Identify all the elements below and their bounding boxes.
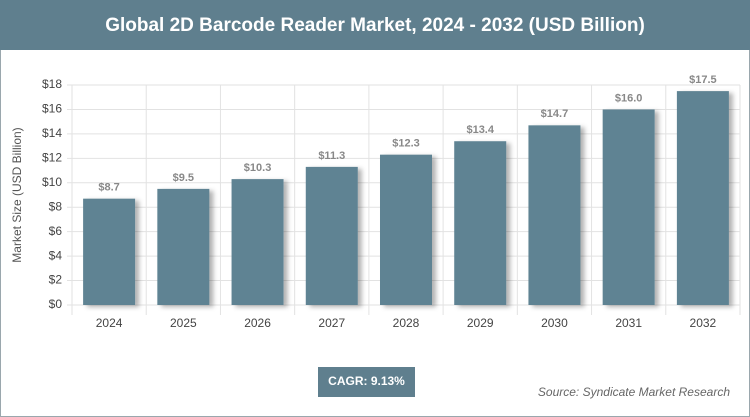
bar <box>157 188 210 305</box>
x-tick-label: 2028 <box>393 316 420 330</box>
bar <box>602 109 655 305</box>
y-tick-label: $12 <box>42 151 62 165</box>
y-tick-label: $4 <box>49 248 63 262</box>
value-label: $16.0 <box>615 92 643 104</box>
y-tick-label: $0 <box>49 297 63 311</box>
y-tick-label: $16 <box>42 102 62 116</box>
value-label: $8.7 <box>98 182 119 194</box>
y-tick-label: $8 <box>49 199 63 213</box>
y-tick-label: $2 <box>49 273 63 287</box>
source: Source: Syndicate Market Research <box>538 385 730 399</box>
value-label: $14.7 <box>541 108 569 120</box>
bar <box>83 198 136 305</box>
bar <box>231 179 284 305</box>
y-tick-label: $10 <box>42 175 62 189</box>
value-label: $10.3 <box>244 162 272 174</box>
value-label: $17.5 <box>689 74 717 86</box>
cagr-label: CAGR: 9.13% <box>328 374 405 388</box>
y-tick-label: $6 <box>49 224 63 238</box>
bar <box>676 91 729 305</box>
value-label: $11.3 <box>318 150 345 162</box>
x-tick-label: 2025 <box>170 316 197 330</box>
y-axis-label: Market Size (USD Billion) <box>10 127 24 262</box>
x-tick-label: 2030 <box>541 316 568 330</box>
bar <box>305 166 358 305</box>
bar <box>454 141 507 305</box>
x-tick-label: 2026 <box>244 316 271 330</box>
cagr-box <box>318 367 415 397</box>
value-label: $9.5 <box>173 172 194 184</box>
x-tick-label: 2024 <box>96 316 123 330</box>
value-label: $12.3 <box>392 138 420 150</box>
x-tick-label: 2027 <box>318 316 345 330</box>
y-tick-label: $18 <box>42 77 62 91</box>
bar <box>528 125 581 305</box>
chart-title: Global 2D Barcode Reader Market, 2024 - … <box>105 15 645 36</box>
x-tick-label: 2032 <box>690 316 717 330</box>
y-tick-label: $14 <box>42 126 62 140</box>
x-tick-label: 2031 <box>615 316 642 330</box>
bar <box>380 154 432 305</box>
x-tick-label: 2029 <box>467 316 494 330</box>
value-label: $13.4 <box>466 124 494 136</box>
title-bar <box>0 0 750 50</box>
